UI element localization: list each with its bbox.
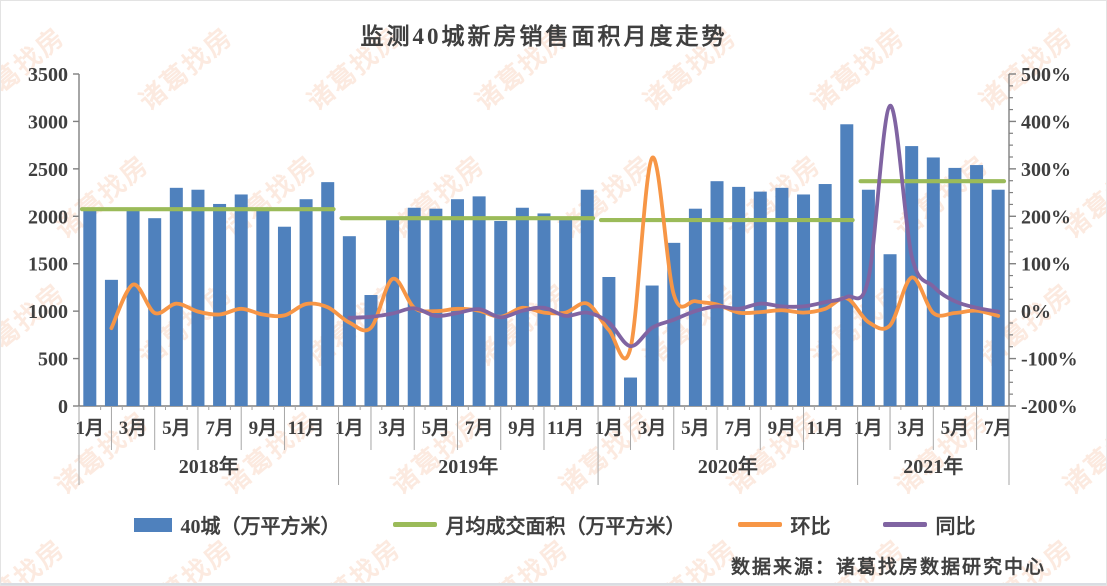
bar-40cities [126,209,140,406]
legend-label-40cities: 40城（万平方米） [180,516,341,538]
mom-line-swatch-icon [737,522,782,527]
right-axis-label: -200% [1021,396,1078,418]
year-label: 2020年 [698,454,758,478]
month-label: 11月 [547,418,584,439]
bar-40cities [494,221,508,406]
bar-40cities [948,167,962,406]
month-label: 9月 [508,418,537,439]
month-label: 7月 [724,418,753,439]
month-label: 9月 [249,418,278,439]
bar-40cities [840,124,854,406]
month-label: 1月 [335,418,364,439]
bar-40cities [364,295,378,406]
month-label: 7月 [984,418,1013,439]
bar-40cities [861,189,875,406]
month-label: 3月 [897,418,926,439]
month-label: 5月 [422,418,451,439]
bar-40cities [624,377,638,406]
yoy-line-swatch-icon [882,522,927,527]
month-label: 11月 [807,418,844,439]
month-label: 1月 [854,418,883,439]
right-axis-label: 0% [1021,301,1051,323]
legend-label-monthly-avg: 月均成交面积（万平方米） [445,516,686,538]
bar-40cities [169,187,183,406]
left-axis-label: 2500 [28,159,68,181]
left-axis-label: 2000 [28,206,68,228]
bar-40cities [429,208,443,406]
month-label: 5月 [941,418,970,439]
bar-40cities [537,213,551,406]
avg-line-swatch-icon [392,522,437,527]
bar-40cities [710,181,724,406]
legend-label-mom: 环比 [790,516,831,538]
bar-40cities [991,189,1005,406]
bar-40cities [321,182,335,406]
month-label: 5月 [681,418,710,439]
legend-item-yoy: 同比 [882,510,976,539]
bar-40cities [818,184,832,406]
month-label: 3月 [119,418,148,439]
bar-40cities [191,189,205,406]
month-label: 1月 [76,418,105,439]
yoy-line [347,103,1001,349]
bar-40cities [883,254,897,406]
left-axis-label: 0 [58,396,68,418]
bar-40cities [602,276,616,406]
right-axis-label: 200% [1021,206,1071,228]
bar-40cities [797,194,811,406]
bar-swatch-icon [133,517,172,532]
legend-item-monthly-avg: 月均成交面积（万平方米） [392,510,686,539]
bar-40cities [472,196,486,406]
chart-title: 监测40城新房销售面积月度走势 [360,24,728,49]
month-label: 11月 [288,418,325,439]
right-axis-label: 500% [1021,64,1071,86]
chart-legend: 40城（万平方米） 月均成交面积（万平方米） 环比 同比 [1,510,1106,539]
year-label: 2019年 [438,454,498,478]
left-axis-label: 1000 [28,301,68,323]
bar-40cities [104,279,118,406]
data-source-note: 数据来源：诸葛找房数据研究中心 [730,557,1046,578]
left-axis-label: 1500 [28,254,68,276]
month-label: 1月 [595,418,624,439]
right-axis-label: -100% [1021,349,1078,371]
bar-40cities [970,165,984,406]
month-label: 5月 [162,418,191,439]
month-label: 7月 [465,418,494,439]
bar-40cities [688,208,702,406]
month-label: 3月 [638,418,667,439]
bar-40cities [256,209,270,406]
month-label: 7月 [205,418,234,439]
bar-40cities [213,203,227,406]
legend-label-yoy: 同比 [935,516,976,538]
bar-40cities [83,208,97,406]
left-axis-label: 3500 [28,64,68,86]
bar-40cities [234,194,248,406]
bar-40cities [645,285,659,406]
legend-item-mom: 环比 [737,510,831,539]
legend-item-40cities: 40城（万平方米） [133,510,341,539]
bar-40cities [926,157,940,406]
year-label: 2018年 [179,454,239,478]
bar-40cities [732,186,746,406]
right-axis-label: 300% [1021,159,1071,181]
right-axis-label: 100% [1021,254,1071,276]
month-label: 9月 [768,418,797,439]
bottom-edge-line [1,583,1106,585]
bar-40cities [580,189,594,406]
year-label: 2021年 [903,454,963,478]
bar-40cities [775,187,789,406]
right-axis-label: 400% [1021,111,1071,133]
left-axis-label: 500 [38,349,68,371]
bar-40cities [450,199,464,406]
left-axis-label: 3000 [28,111,68,133]
month-label: 3月 [378,418,407,439]
bar-40cities [753,191,767,406]
